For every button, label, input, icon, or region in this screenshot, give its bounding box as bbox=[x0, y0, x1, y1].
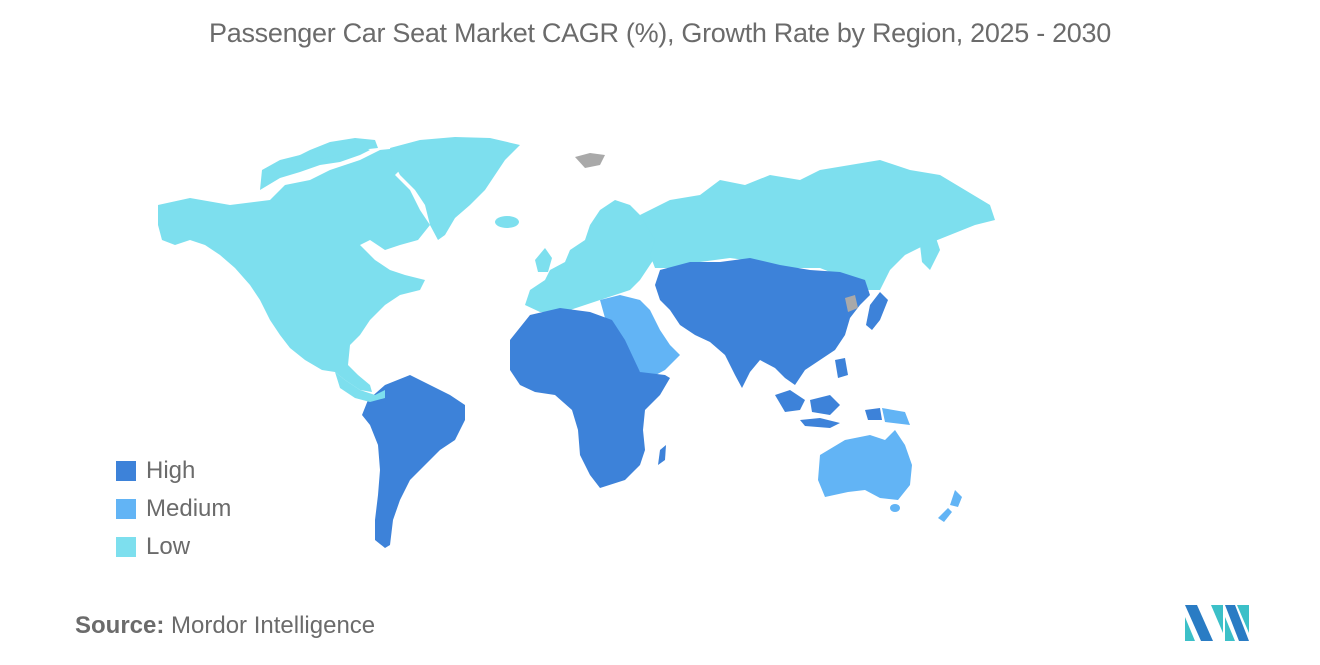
region-africa bbox=[510, 308, 670, 488]
mordor-intelligence-logo-icon bbox=[1185, 605, 1249, 641]
source-label: Source: bbox=[75, 612, 165, 639]
legend-swatch-high bbox=[116, 461, 136, 481]
legend-item-medium: Medium bbox=[116, 490, 231, 528]
legend-item-low: Low bbox=[116, 528, 231, 566]
legend-label: Medium bbox=[146, 495, 232, 522]
region-russia bbox=[640, 160, 995, 290]
legend: High Medium Low bbox=[116, 452, 231, 566]
region-middle-east bbox=[600, 295, 680, 378]
chart-title: Passenger Car Seat Market CAGR (%), Grow… bbox=[209, 18, 1111, 48]
source-value: Mordor Intelligence bbox=[171, 612, 376, 639]
legend-swatch-low bbox=[116, 537, 136, 557]
legend-label: High bbox=[146, 457, 196, 484]
region-asia bbox=[655, 258, 870, 388]
region-australia bbox=[818, 430, 912, 500]
legend-item-high: High bbox=[116, 452, 231, 490]
region-europe bbox=[525, 200, 660, 312]
legend-swatch-medium bbox=[116, 499, 136, 519]
source-attribution: Source: Mordor Intelligence bbox=[75, 612, 375, 640]
region-north-america bbox=[158, 148, 430, 392]
legend-label: Low bbox=[146, 533, 191, 560]
region-south-america bbox=[362, 375, 465, 548]
region-greenland bbox=[390, 137, 520, 240]
